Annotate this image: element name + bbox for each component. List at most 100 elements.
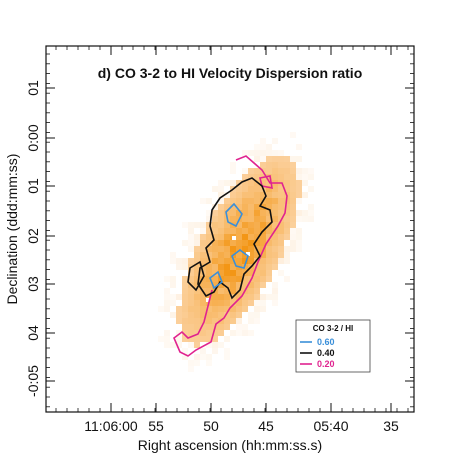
heatmap-cell	[278, 252, 284, 258]
heatmap-cell	[230, 168, 236, 174]
heatmap-cell	[230, 246, 236, 252]
heatmap-cell	[248, 216, 254, 222]
heatmap-cell	[182, 264, 188, 270]
heatmap-cell	[242, 180, 248, 186]
heatmap-cell	[200, 324, 206, 330]
heatmap-cell	[242, 150, 248, 156]
heatmap-cell	[266, 204, 272, 210]
heatmap-cell	[206, 246, 212, 252]
heatmap-cell	[278, 192, 284, 198]
heatmap-cell	[278, 186, 284, 192]
heatmap-cell	[206, 342, 212, 348]
heatmap-cell	[224, 252, 230, 258]
heatmap-cell	[248, 270, 254, 276]
heatmap-cell	[230, 180, 236, 186]
heatmap-cell	[212, 204, 218, 210]
heatmap-cell	[260, 252, 266, 258]
heatmap-cell	[278, 198, 284, 204]
heatmap-cell	[254, 216, 260, 222]
heatmap-cell	[236, 186, 242, 192]
heatmap-cell	[236, 228, 242, 234]
contour-0.40-b	[187, 260, 205, 292]
heatmap-cell	[236, 330, 242, 336]
heatmap-cell	[164, 336, 170, 342]
heatmap-cell	[266, 270, 272, 276]
y-tick-label: 0:00	[25, 124, 41, 151]
heatmap-cell	[218, 198, 224, 204]
heatmap-cell	[260, 270, 266, 276]
heatmap-cell	[242, 186, 248, 192]
heatmap-cell	[182, 282, 188, 288]
heatmap-cell	[224, 198, 230, 204]
heatmap-cell	[254, 168, 260, 174]
heatmap-cell	[206, 294, 212, 300]
heatmap-cell	[200, 354, 206, 360]
heatmap-cell	[296, 180, 302, 186]
heatmap-cell	[260, 306, 266, 312]
heatmap-cell	[182, 240, 188, 246]
heatmap-cell	[242, 168, 248, 174]
heatmap-cell	[212, 276, 218, 282]
heatmap-cell	[254, 156, 260, 162]
heatmap-cell	[248, 330, 254, 336]
heatmap-cell	[236, 222, 242, 228]
heatmap-cell	[284, 234, 290, 240]
heatmap-cell	[188, 324, 194, 330]
legend-label: 0.60	[317, 337, 335, 347]
heatmap-cell	[224, 222, 230, 228]
heatmap-cell	[200, 240, 206, 246]
heatmap-cell	[188, 342, 194, 348]
heatmap-cell	[164, 306, 170, 312]
heatmap-cell	[218, 324, 224, 330]
heatmap-cell	[230, 312, 236, 318]
heatmap-cell	[236, 324, 242, 330]
heatmap-cell	[248, 228, 254, 234]
heatmap-cell	[284, 156, 290, 162]
y-tick-label: 01	[25, 80, 41, 96]
heatmap-cell	[218, 300, 224, 306]
heatmap-cell	[206, 252, 212, 258]
heatmap-cell	[308, 210, 314, 216]
heatmap-cell	[236, 258, 242, 264]
heatmap-cell	[248, 300, 254, 306]
heatmap-cell	[242, 192, 248, 198]
heatmap-cell	[206, 312, 212, 318]
heatmap-cell	[182, 294, 188, 300]
heatmap-cell	[308, 216, 314, 222]
heatmap-cell	[248, 180, 254, 186]
heatmap-cell	[290, 240, 296, 246]
heatmap-cell	[302, 192, 308, 198]
heatmap-cell	[212, 300, 218, 306]
heatmap-cell	[218, 186, 224, 192]
heatmap-cell	[176, 312, 182, 318]
heatmap-cell	[206, 270, 212, 276]
heatmap-cell	[284, 216, 290, 222]
heatmap-cell	[224, 204, 230, 210]
heatmap-cell	[290, 162, 296, 168]
heatmap-cell	[224, 324, 230, 330]
heatmap-cell	[230, 288, 236, 294]
heatmap-cell	[272, 234, 278, 240]
heatmap-cell	[236, 180, 242, 186]
legend-label: 0.40	[317, 348, 335, 358]
heatmap-cell	[290, 216, 296, 222]
heatmap-cell	[212, 312, 218, 318]
heatmap-cell	[188, 366, 194, 372]
heatmap-cell	[246, 252, 250, 256]
heatmap-cell	[200, 246, 206, 252]
heatmap-cell	[206, 288, 212, 294]
heatmap-cell	[206, 354, 212, 360]
heatmap-cell	[200, 312, 206, 318]
x-tick-label: 05:40	[313, 418, 348, 434]
heatmap-cell	[224, 318, 230, 324]
heatmap-cell	[230, 282, 236, 288]
heatmap-cell	[284, 186, 290, 192]
heatmap-cell	[284, 258, 290, 264]
heatmap-cell	[182, 276, 188, 282]
heatmap-cell	[284, 252, 290, 258]
heatmap-cell	[272, 210, 278, 216]
heatmap-cell	[242, 174, 248, 180]
heatmap-cell	[170, 294, 176, 300]
heatmap-cell	[200, 318, 206, 324]
heatmap-cell	[180, 352, 184, 356]
